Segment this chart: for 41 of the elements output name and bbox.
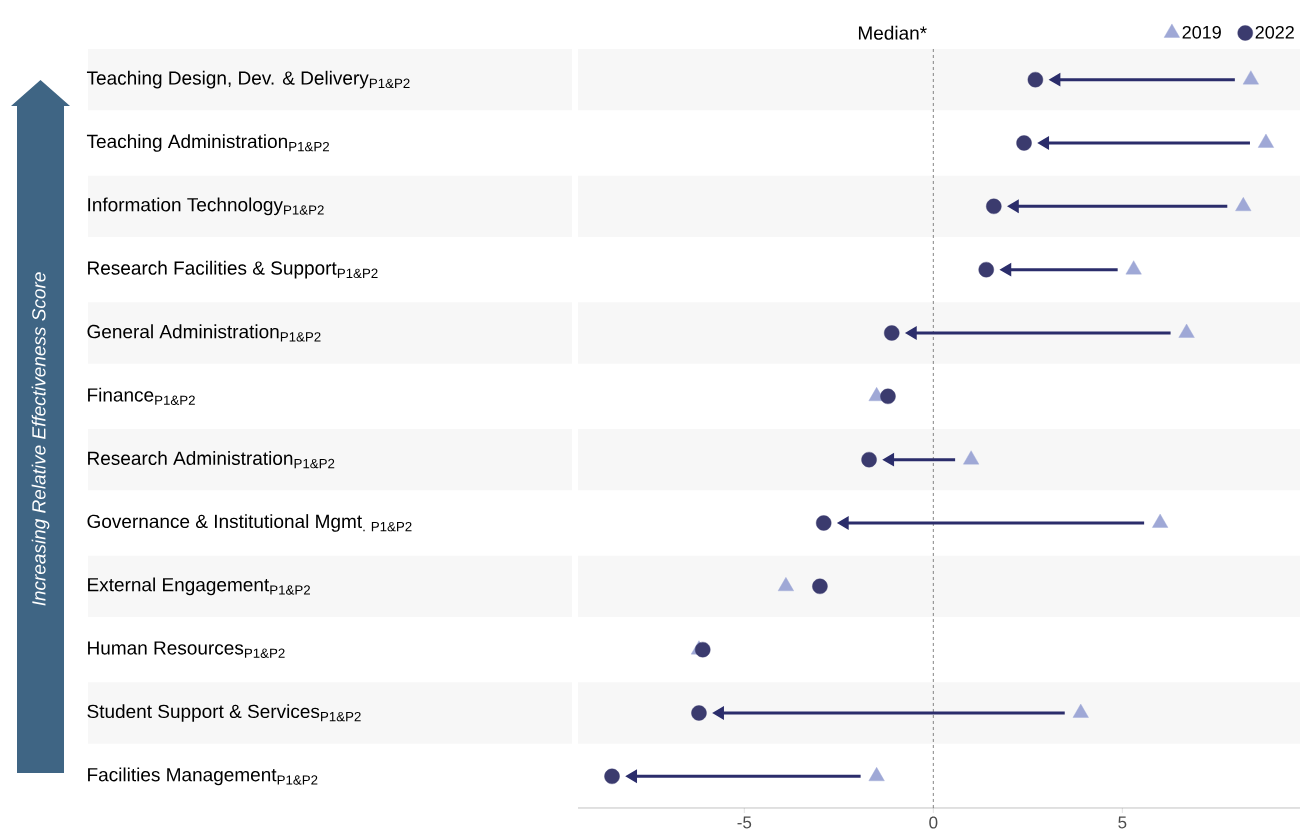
point [1257, 133, 1274, 148]
point [884, 325, 900, 341]
point [986, 198, 1002, 215]
y-tick-label: Finance$_{P1&P2}$ [88, 387, 195, 405]
y-tick-label: General Administration$_{P1&P2}$ [87, 324, 321, 342]
y-axis-title: Increasing Relative Effectiveness Score [31, 272, 50, 606]
y-tick-label: Teaching Administration$_{P1&P2}$ [86, 134, 329, 152]
point [861, 451, 877, 468]
point [816, 515, 832, 531]
y-tick-label: Information Technology$_{P1&P2}$ [88, 197, 324, 216]
point [1027, 71, 1044, 88]
point [1235, 197, 1252, 212]
x-tick-label: 5 [1118, 816, 1127, 829]
point [691, 705, 707, 721]
y-tick-label: External Engagement$_{P1&P2}$ [88, 577, 310, 596]
x-tick-label: -5 [737, 816, 752, 829]
point [1016, 135, 1032, 151]
point [1072, 703, 1089, 718]
ref-line-label: Median* [858, 25, 927, 40]
point [978, 261, 994, 278]
y-tick-label: Facilities Management$_{P1&P2}$ [88, 767, 318, 786]
point [1152, 513, 1169, 528]
y-tick-label: Research Facilities & Support$_{P1&P2}$ [88, 260, 378, 279]
y-tick-label: Governance & Institutional Mgmt$_{. P1&P2}$ [87, 514, 412, 532]
y-tick-label: Student Support & Services$_{P1&P2}$ [87, 704, 361, 722]
point [812, 578, 828, 595]
y-tick-label: Human Resources$_{P1&P2}$ [88, 641, 285, 658]
legend-label: 2019 [1182, 25, 1221, 39]
y-tick-label: Teaching Design, Dev. & Delivery$_{P1&P2}$ [86, 70, 410, 89]
point [695, 641, 711, 658]
point [777, 577, 794, 592]
y-tick-label: Research Administration$_{P1&P2}$ [88, 451, 335, 469]
point [604, 768, 620, 785]
legend-label: 2022 [1255, 25, 1294, 39]
point [868, 767, 885, 782]
point [963, 450, 980, 465]
point [1242, 70, 1259, 85]
point [1178, 323, 1195, 338]
point [1125, 260, 1142, 275]
x-tick-label: 0 [929, 816, 938, 829]
point [880, 388, 896, 405]
